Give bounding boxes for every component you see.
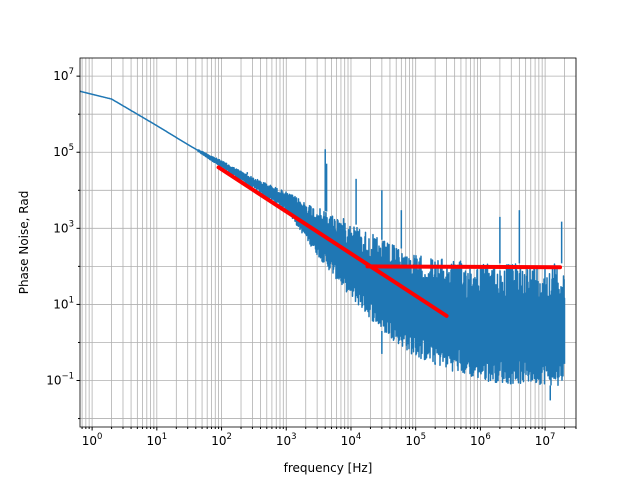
x-tick-exponent: 1 (162, 432, 167, 442)
y-tick-base: 10 (53, 221, 68, 235)
y-tick-label: 101 (53, 295, 74, 311)
y-tick-exponent: 5 (69, 143, 74, 153)
x-tick-exponent: 0 (97, 432, 102, 442)
grid-layer (80, 58, 577, 427)
x-tick-exponent: 5 (421, 432, 426, 442)
y-tick-label: 105 (53, 143, 74, 159)
y-tick-label: 107 (53, 67, 74, 83)
y-tick-label: 10−1 (46, 372, 74, 388)
y-axis-label: Phase Noise, Rad (17, 191, 31, 295)
noise-trace (79, 90, 566, 386)
series-layer (79, 90, 566, 401)
plot-frame (79, 57, 577, 428)
x-tick-exponent: 7 (550, 432, 555, 442)
x-tick-exponent: 4 (356, 432, 361, 442)
y-tick-base: 10 (53, 145, 68, 159)
y-tick-exponent: 7 (69, 67, 74, 77)
x-tick-exponent: 6 (485, 432, 490, 442)
y-tick-base: 10 (53, 69, 68, 83)
y-tick-exponent: −1 (61, 372, 74, 382)
y-tick-base: 10 (46, 374, 61, 388)
x-tick-exponent: 2 (226, 432, 231, 442)
slope-fit-line (216, 165, 449, 318)
x-tick-exponent: 3 (291, 432, 296, 442)
y-tick-exponent: 1 (69, 295, 74, 305)
y-tick-exponent: 3 (69, 219, 74, 229)
flat-fit-line (365, 264, 563, 270)
y-tick-label: 103 (53, 219, 74, 235)
y-tick-base: 10 (53, 297, 68, 311)
x-axis-label: frequency [Hz] (284, 461, 373, 475)
